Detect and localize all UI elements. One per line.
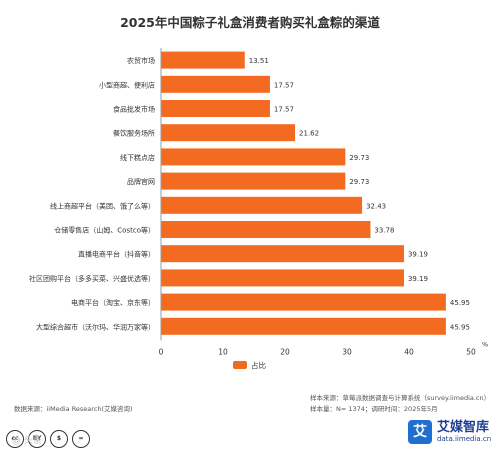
category-label: 社区团购平台（多多买菜、兴盛优选等） xyxy=(29,274,155,283)
bar xyxy=(161,293,446,311)
x-tick-label: 10 xyxy=(218,347,228,356)
creative-commons-license: cc BY $ = xyxy=(6,430,90,448)
bar xyxy=(161,269,404,287)
x-axis-unit: % xyxy=(482,340,488,348)
category-label: 线上商超平台（美团、饿了么等） xyxy=(50,201,155,210)
category-label: 仓储零售店（山姆、Costco等） xyxy=(54,226,155,235)
bar xyxy=(161,245,404,263)
category-label: 电商平台（淘宝、京东等） xyxy=(71,298,155,307)
x-tick-label: 30 xyxy=(342,347,352,356)
by-icon: BY xyxy=(28,430,46,448)
bar xyxy=(161,317,446,335)
sample-source-note: 样本来源：草莓派数据调查与计算系统（survey.iimedia.cn） xyxy=(310,394,491,402)
x-tick-label: 20 xyxy=(280,347,290,356)
data-label: 39.19 xyxy=(408,275,428,283)
data-label: 29.73 xyxy=(349,154,369,162)
category-label: 农贸市场 xyxy=(127,56,155,65)
category-label: 品牌官网 xyxy=(127,177,155,186)
logo-url: data.iimedia.cn xyxy=(437,434,492,443)
bar xyxy=(161,51,245,69)
x-tick-label: 40 xyxy=(404,347,414,356)
watermark: @ 头条 xyxy=(12,436,42,446)
data-label: 32.43 xyxy=(366,202,386,210)
cc-icon: cc xyxy=(6,430,24,448)
noncommercial-icon: $ xyxy=(50,430,68,448)
iimedia-logo: 艾 艾媒智库 data.iimedia.cn xyxy=(408,420,491,444)
bar xyxy=(161,221,371,238)
bar xyxy=(161,100,270,117)
data-source-note: 数据来源：iiMedia Research(艾媒咨询) xyxy=(14,405,133,413)
logo-name: 艾媒智库 xyxy=(437,419,490,435)
data-label: 29.73 xyxy=(349,178,369,186)
category-label: 线下糕点店 xyxy=(120,153,155,162)
chart-title: 2025年中国粽子礼盒消费者购买礼盒粽的渠道 xyxy=(120,15,380,30)
category-label: 大型综合超市（沃尔玛、华润万家等） xyxy=(36,322,155,331)
data-label: 45.95 xyxy=(450,299,470,307)
no-derivatives-icon: = xyxy=(72,430,90,448)
category-label: 小型商超、便利店 xyxy=(99,80,155,89)
x-tick-label: 50 xyxy=(466,347,476,356)
data-label: 21.62 xyxy=(299,130,319,138)
category-label: 食品批发市场 xyxy=(113,105,155,114)
sample-size-note: 样本量：N= 1374；调研时间：2025年5月 xyxy=(310,405,438,413)
x-tick-label: 0 xyxy=(159,347,164,356)
bar xyxy=(161,196,363,214)
bar xyxy=(161,172,346,190)
data-label: 13.51 xyxy=(249,57,269,65)
data-label: 45.95 xyxy=(450,323,470,331)
legend-swatch xyxy=(233,361,247,369)
data-label: 17.57 xyxy=(274,81,294,89)
category-label: 餐饮服务场所 xyxy=(113,129,155,138)
bar xyxy=(161,124,296,142)
bar xyxy=(161,75,270,93)
data-label: 33.78 xyxy=(374,227,394,235)
data-label: 39.19 xyxy=(408,251,428,259)
legend-label: 占比 xyxy=(251,360,266,370)
category-label: 直播电商平台（抖音等） xyxy=(78,250,155,259)
bar xyxy=(161,148,346,166)
logo-mark-icon: 艾 xyxy=(408,420,432,444)
data-label: 17.57 xyxy=(274,106,294,114)
